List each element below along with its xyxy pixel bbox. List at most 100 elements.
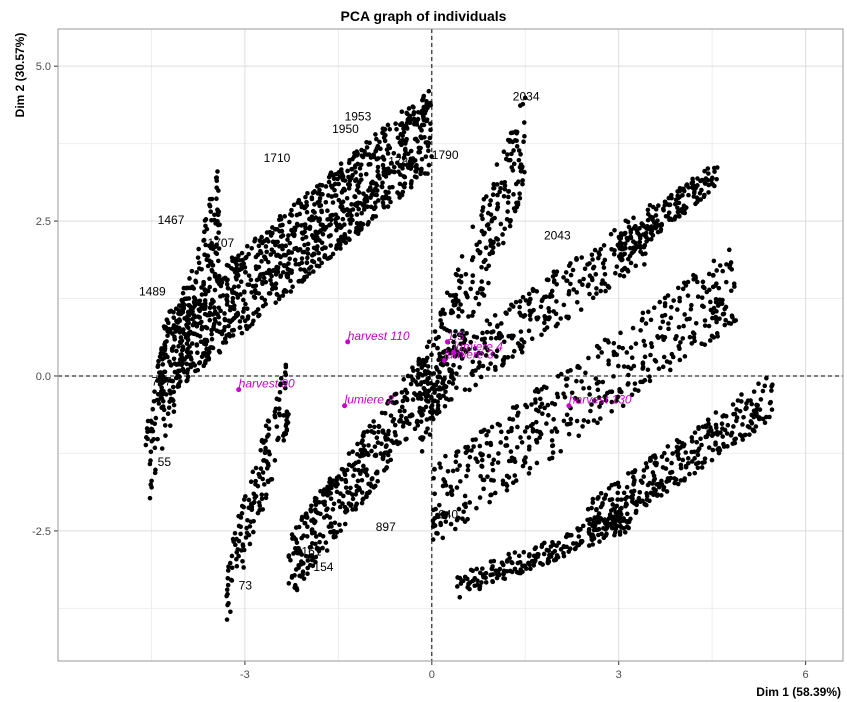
data-point: [546, 309, 552, 314]
data-point: [297, 573, 302, 579]
data-point: [537, 396, 543, 402]
data-point: [483, 575, 488, 581]
data-point: [359, 477, 365, 483]
data-point: [709, 175, 715, 181]
data-point: [445, 491, 450, 497]
data-point: [719, 301, 725, 307]
data-point: [294, 540, 300, 545]
data-point: [404, 436, 409, 442]
data-point: [734, 415, 740, 420]
data-point: [304, 274, 309, 279]
data-point: [149, 478, 154, 484]
data-point: [455, 584, 460, 589]
data-point: [659, 493, 664, 498]
data-point: [473, 368, 478, 373]
data-point: [514, 404, 520, 409]
data-point: [162, 355, 167, 360]
data-point: [305, 255, 310, 261]
data-point: [745, 424, 751, 429]
data-point: [470, 224, 476, 230]
data-point: [495, 460, 501, 465]
data-point: [231, 306, 237, 312]
data-point: [226, 600, 231, 606]
data-point: [342, 187, 348, 193]
data-point: [685, 279, 691, 285]
y-tick-label: -2.5: [32, 526, 51, 538]
data-point: [427, 135, 433, 141]
data-point: [730, 441, 736, 446]
data-point: [656, 484, 662, 490]
data-point: [682, 354, 688, 359]
data-point: [634, 499, 640, 504]
data-point: [169, 346, 175, 352]
data-point: [168, 362, 174, 367]
data-point: [228, 609, 233, 615]
data-point: [605, 390, 610, 396]
data-point: [402, 408, 407, 414]
data-point: [305, 251, 311, 256]
data-point: [226, 323, 231, 329]
data-point: [717, 297, 722, 303]
data-point: [357, 471, 363, 477]
data-point: [225, 582, 231, 588]
data-point: [558, 371, 564, 377]
data-point: [545, 402, 551, 408]
data-point: [515, 444, 520, 450]
data-point: [614, 398, 619, 403]
data-point: [238, 292, 243, 297]
data-point: [181, 327, 186, 332]
data-point: [295, 248, 301, 253]
data-point: [277, 412, 283, 418]
data-point: [723, 317, 728, 323]
data-point: [460, 516, 465, 522]
data-point: [166, 320, 171, 326]
data-point: [680, 336, 686, 341]
data-point: [272, 458, 278, 463]
data-point: [459, 578, 464, 583]
data-point: [419, 365, 425, 371]
data-point: [683, 283, 689, 288]
data-point: [296, 565, 301, 571]
data-point: [490, 245, 496, 250]
data-point: [533, 407, 539, 413]
data-point: [490, 467, 496, 473]
data-point: [633, 263, 639, 269]
data-point: [672, 476, 677, 481]
data-point: [753, 411, 758, 416]
data-point: [431, 507, 436, 513]
data-point: [577, 365, 582, 370]
data-point: [303, 204, 309, 209]
data-point: [331, 176, 337, 182]
data-point: [514, 144, 520, 149]
data-point: [698, 178, 703, 184]
data-point: [633, 341, 639, 346]
data-point: [344, 195, 350, 201]
data-point: [424, 101, 429, 107]
data-point: [419, 413, 424, 418]
data-point: [309, 553, 315, 558]
data-point: [245, 517, 250, 523]
data-point: [425, 364, 431, 369]
data-point: [419, 156, 425, 162]
data-point: [692, 470, 698, 476]
data-point: [642, 343, 648, 348]
data-point: [595, 387, 601, 393]
data-point: [263, 445, 268, 451]
data-point: [585, 262, 590, 267]
data-point: [195, 314, 201, 319]
data-point: [207, 284, 213, 290]
data-point: [526, 435, 532, 440]
data-point: [566, 431, 572, 437]
data-point: [338, 161, 344, 167]
data-point: [456, 278, 462, 284]
data-point: [373, 214, 379, 219]
data-point: [485, 347, 491, 353]
data-point: [155, 436, 160, 442]
data-point: [533, 545, 539, 550]
data-point: [757, 415, 762, 420]
data-point: [645, 217, 651, 223]
data-point: [346, 451, 352, 456]
data-point: [327, 480, 333, 486]
data-point: [527, 465, 533, 471]
data-point: [243, 301, 248, 307]
